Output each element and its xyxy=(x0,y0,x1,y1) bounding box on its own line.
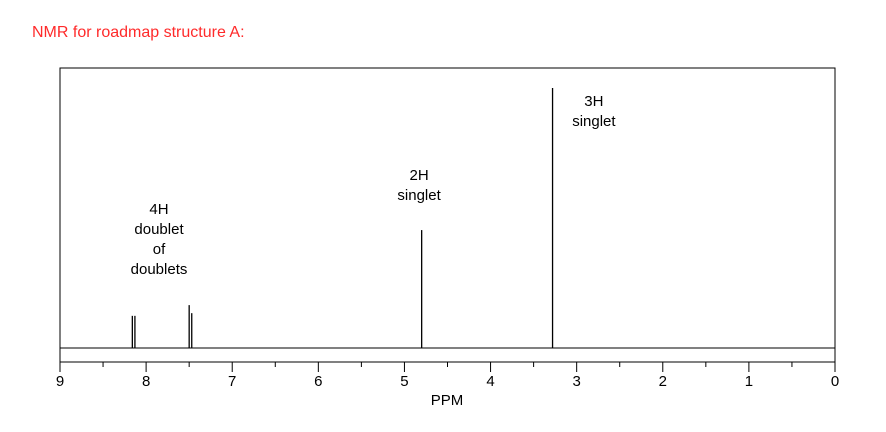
x-tick-label: 6 xyxy=(314,373,322,390)
x-axis-label: PPM xyxy=(431,392,464,409)
x-tick-label: 3 xyxy=(572,373,580,390)
peak-annotation: 3H singlet xyxy=(572,93,616,130)
x-tick-label: 8 xyxy=(142,373,150,390)
x-tick-label: 0 xyxy=(831,373,839,390)
peak-annotations: 4H doublet of doublets 2H singlet 3H singlet xyxy=(131,93,617,278)
x-tick-label: 4 xyxy=(486,373,494,390)
x-axis-ticks: 9 8 7 6 5 4 3 2 1 0 xyxy=(56,362,839,390)
x-tick-label: 9 xyxy=(56,373,64,390)
x-tick-label: 5 xyxy=(400,373,408,390)
x-tick-label: 1 xyxy=(745,373,753,390)
peak-series xyxy=(131,88,554,348)
peak-annotation: 4H doublet of doublets xyxy=(131,201,188,278)
x-tick-label: 7 xyxy=(228,373,236,390)
peak-annotation: 2H singlet xyxy=(397,167,441,204)
chart-heading: NMR for roadmap structure A: xyxy=(32,24,245,41)
plot-frame xyxy=(59,67,836,363)
x-tick-label: 2 xyxy=(659,373,667,390)
